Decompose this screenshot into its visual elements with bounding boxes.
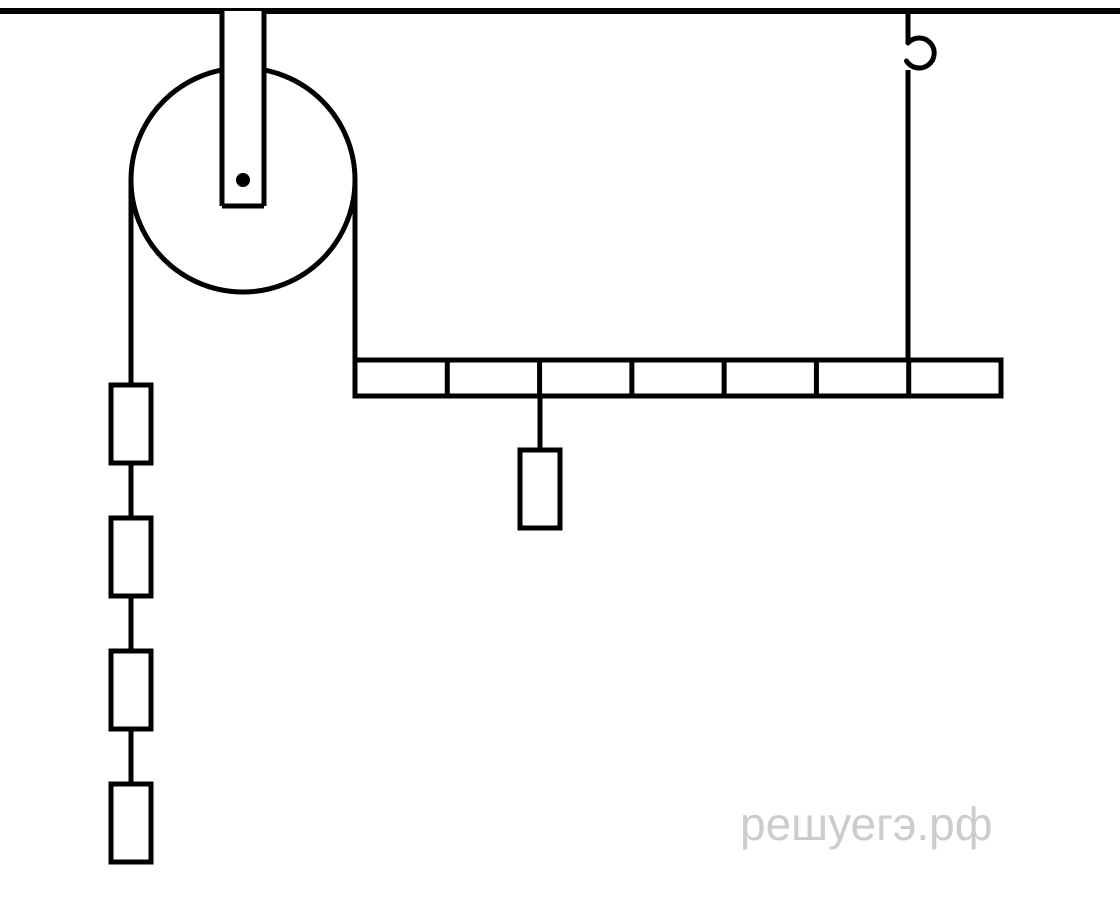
hook-icon [907,38,935,68]
left-weight-4 [111,784,151,862]
left-weight-2 [111,518,151,596]
pulley-axle [236,173,250,187]
left-weight-3 [111,651,151,729]
left-weight-1 [111,385,151,463]
pulley-lever-diagram [0,0,1120,902]
center-weight [520,450,560,528]
lever-beam [355,360,1001,396]
